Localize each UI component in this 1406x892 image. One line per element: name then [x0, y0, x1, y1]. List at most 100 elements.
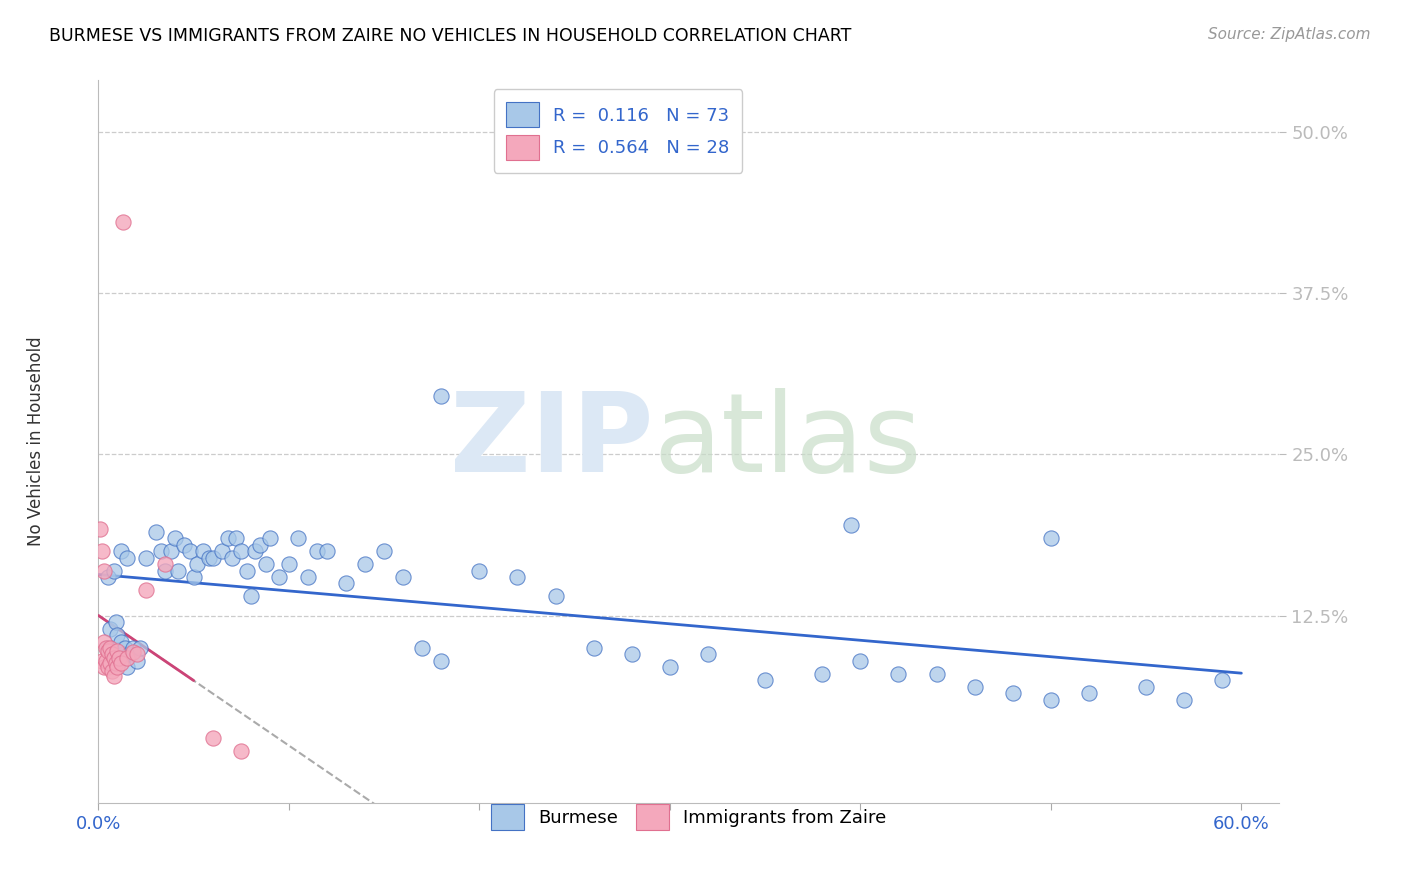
Point	[97, 570, 120, 584]
Text: BURMESE VS IMMIGRANTS FROM ZAIRE NO VEHICLES IN HOUSEHOLD CORRELATION CHART: BURMESE VS IMMIGRANTS FROM ZAIRE NO VEHI…	[49, 27, 852, 45]
Point	[620, 648, 643, 662]
Point	[173, 538, 195, 552]
Point	[98, 657, 121, 671]
Point	[183, 570, 205, 584]
Point	[129, 640, 152, 655]
Point	[211, 544, 233, 558]
Point	[107, 643, 129, 657]
Point	[153, 564, 176, 578]
Point	[287, 531, 309, 545]
Point	[236, 564, 259, 578]
Point	[544, 590, 567, 604]
Point	[1001, 686, 1024, 700]
Text: atlas: atlas	[654, 388, 922, 495]
Point	[159, 544, 181, 558]
Point	[231, 744, 253, 758]
Point	[98, 640, 121, 655]
Text: ZIP: ZIP	[450, 388, 654, 495]
Point	[107, 660, 129, 674]
Point	[198, 550, 221, 565]
Point	[112, 215, 135, 229]
Point	[93, 634, 115, 648]
Point	[468, 564, 491, 578]
Point	[259, 531, 281, 545]
Point	[1039, 692, 1062, 706]
Point	[1211, 673, 1233, 688]
Point	[963, 680, 986, 694]
Point	[217, 531, 239, 545]
Point	[115, 550, 138, 565]
Point	[277, 557, 299, 571]
Point	[1173, 692, 1195, 706]
Point	[121, 640, 143, 655]
Point	[98, 622, 121, 636]
Point	[94, 640, 117, 655]
Point	[506, 570, 529, 584]
Point	[697, 648, 720, 662]
Point	[103, 648, 125, 662]
Point	[354, 557, 377, 571]
Point	[135, 550, 157, 565]
Point	[316, 544, 339, 558]
Legend: Burmese, Immigrants from Zaire: Burmese, Immigrants from Zaire	[484, 797, 894, 837]
Point	[125, 648, 148, 662]
Point	[107, 654, 129, 668]
Point	[658, 660, 681, 674]
Point	[93, 564, 115, 578]
Point	[392, 570, 415, 584]
Point	[201, 731, 224, 746]
Point	[243, 544, 266, 558]
Point	[411, 640, 433, 655]
Point	[193, 544, 215, 558]
Point	[100, 664, 122, 678]
Point	[104, 657, 127, 671]
Point	[249, 538, 271, 552]
Point	[430, 654, 453, 668]
Point	[849, 654, 872, 668]
Point	[97, 660, 120, 674]
Point	[115, 660, 138, 674]
Point	[1039, 531, 1062, 545]
Point	[93, 660, 115, 674]
Point	[297, 570, 319, 584]
Point	[582, 640, 605, 655]
Point	[114, 640, 136, 655]
Point	[110, 544, 132, 558]
Point	[91, 654, 114, 668]
Point	[225, 531, 247, 545]
Point	[94, 654, 117, 668]
Point	[108, 651, 131, 665]
Point	[104, 615, 127, 630]
Point	[100, 648, 122, 662]
Point	[167, 564, 190, 578]
Point	[754, 673, 776, 688]
Point	[373, 544, 395, 558]
Point	[1135, 680, 1157, 694]
Point	[839, 518, 862, 533]
Point	[103, 651, 125, 665]
Point	[118, 648, 141, 662]
Point	[103, 669, 125, 683]
Point	[150, 544, 173, 558]
Point	[121, 645, 143, 659]
Point	[925, 666, 948, 681]
Point	[103, 564, 125, 578]
Point	[163, 531, 186, 545]
Point	[1078, 686, 1101, 700]
Point	[335, 576, 357, 591]
Point	[239, 590, 262, 604]
Point	[221, 550, 243, 565]
Point	[307, 544, 329, 558]
Point	[115, 651, 138, 665]
Point	[135, 582, 157, 597]
Point	[887, 666, 910, 681]
Y-axis label: No Vehicles in Household: No Vehicles in Household	[27, 336, 45, 547]
Point	[91, 544, 114, 558]
Point	[110, 657, 132, 671]
Point	[231, 544, 253, 558]
Text: Source: ZipAtlas.com: Source: ZipAtlas.com	[1208, 27, 1371, 42]
Point	[269, 570, 291, 584]
Point	[201, 550, 224, 565]
Point	[145, 524, 167, 539]
Point	[186, 557, 208, 571]
